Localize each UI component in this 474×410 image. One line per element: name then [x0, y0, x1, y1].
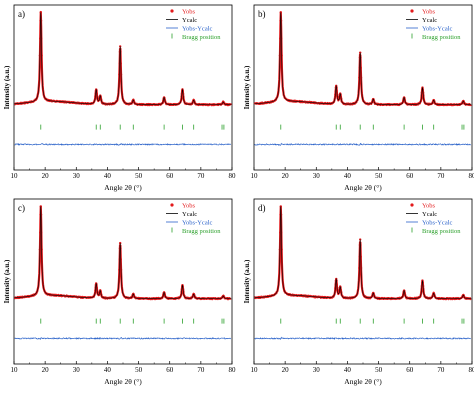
x-tick-label: 30: [73, 366, 81, 374]
x-tick-label: 70: [437, 172, 445, 180]
panel-label: b): [258, 9, 266, 19]
y-axis-title: Intensity (a.u.): [3, 65, 11, 109]
x-tick-label: 70: [197, 172, 205, 180]
ycalc-series: [14, 206, 232, 299]
difference-series: [254, 142, 471, 146]
x-tick-label: 60: [406, 172, 414, 180]
x-tick-label: 70: [197, 366, 205, 374]
legend-entry: Ycalc: [182, 17, 197, 24]
x-tick-label: 50: [135, 366, 143, 374]
ycalc-series: [14, 12, 232, 105]
legend-entry: Bragg position: [422, 228, 461, 235]
legend-entry: Yobs-Ycalc: [182, 25, 213, 32]
x-tick-label: 70: [437, 366, 445, 374]
x-tick-label: 10: [251, 366, 259, 374]
x-tick-label: 10: [11, 366, 19, 374]
x-tick-label: 80: [469, 366, 474, 374]
x-tick-label: 40: [344, 366, 352, 374]
x-tick-label: 50: [375, 366, 383, 374]
legend-entry: Ycalc: [182, 211, 197, 218]
legend-entry: Yobs-Ycalc: [182, 219, 213, 226]
legend-marker: [410, 203, 414, 207]
x-tick-label: 10: [251, 172, 259, 180]
difference-series: [254, 336, 471, 340]
panel-label: d): [258, 203, 266, 213]
y-axis-title: Intensity (a.u.): [3, 259, 11, 303]
panel-d: 10 20 30 40 50 60 70 80 Angle 2θ (°) Intensity (a…: [243, 198, 474, 386]
panel-a: 10 20 30 40 50 60 70 80 Angle 2θ (°) Intensity (a…: [3, 4, 237, 192]
legend-entry: Bragg position: [182, 34, 221, 41]
x-tick-label: 20: [42, 172, 50, 180]
legend-marker: [410, 9, 414, 13]
y-axis-title: Intensity (a.u.): [243, 259, 251, 303]
x-tick-label: 40: [344, 172, 352, 180]
legend-entry: Ycalc: [422, 17, 437, 24]
x-tick-label: 20: [42, 366, 50, 374]
x-axis-title: Angle 2θ (°): [104, 377, 142, 386]
y-axis-title: Intensity (a.u.): [243, 65, 251, 109]
difference-series: [14, 337, 232, 341]
x-tick-label: 80: [229, 172, 237, 180]
x-tick-label: 80: [229, 366, 237, 374]
x-axis-title: Angle 2θ (°): [104, 183, 142, 192]
legend-marker: [170, 203, 174, 207]
legend-entry: Bragg position: [422, 34, 461, 41]
panel-c: 10 20 30 40 50 60 70 80 Angle 2θ (°) Intensity (a…: [3, 198, 237, 386]
x-tick-label: 40: [104, 366, 112, 374]
ycalc-series: [254, 12, 472, 105]
legend-entry: Ycalc: [422, 211, 437, 218]
panel-label: a): [18, 9, 25, 19]
difference-series: [14, 142, 232, 146]
x-tick-label: 30: [313, 366, 321, 374]
x-tick-label: 40: [104, 172, 112, 180]
x-tick-label: 10: [11, 172, 19, 180]
x-axis-title: Angle 2θ (°): [344, 183, 382, 192]
x-tick-label: 60: [406, 366, 414, 374]
legend-entry: Bragg position: [182, 228, 221, 235]
panel-label: c): [18, 203, 25, 213]
x-tick-label: 80: [469, 172, 474, 180]
x-tick-label: 60: [166, 366, 174, 374]
legend-entry: Yobs-Ycalc: [422, 219, 453, 226]
legend-entry: Yobs: [182, 8, 196, 15]
legend-marker: [170, 9, 174, 13]
legend-entry: Yobs: [422, 8, 436, 15]
legend-entry: Yobs: [182, 202, 196, 209]
x-tick-label: 20: [282, 366, 290, 374]
x-tick-label: 30: [73, 172, 81, 180]
legend-entry: Yobs: [422, 202, 436, 209]
legend-entry: Yobs-Ycalc: [422, 25, 453, 32]
x-tick-label: 20: [282, 172, 290, 180]
x-axis-title: Angle 2θ (°): [344, 377, 382, 386]
ycalc-series: [254, 206, 472, 299]
x-tick-label: 50: [375, 172, 383, 180]
x-tick-label: 60: [166, 172, 174, 180]
x-tick-label: 30: [313, 172, 321, 180]
panel-b: 10 20 30 40 50 60 70 80 Angle 2θ (°) Intensity (a…: [243, 4, 474, 192]
x-tick-label: 50: [135, 172, 143, 180]
